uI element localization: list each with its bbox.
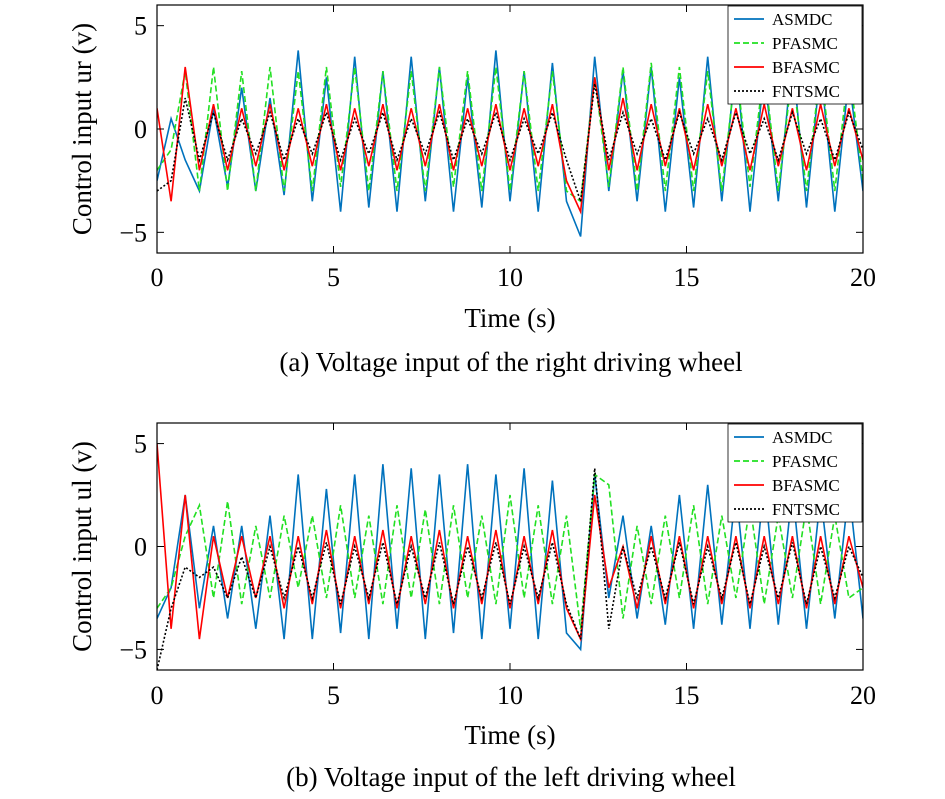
y-axis-label: Control input ur (v) [67,23,97,235]
legend-label: PFASMC [772,452,838,471]
y-tick-label: −5 [119,635,147,664]
y-tick-label: 0 [134,115,147,144]
data-line [157,62,863,203]
x-tick-label: 5 [327,263,340,292]
y-tick-label: 0 [134,533,147,562]
data-line [157,473,863,629]
x-tick-label: 0 [151,681,164,710]
x-axis-label: Time (s) [464,720,555,750]
legend-label: BFASMC [772,476,840,495]
legend-label: ASMDC [772,428,832,447]
y-tick-label: 5 [134,12,147,41]
y-tick-label: 5 [134,430,147,459]
x-tick-label: 15 [674,681,700,710]
caption: (a) Voltage input of the right driving w… [279,347,742,377]
data-line [157,83,863,202]
y-axis-label: Control input ul (v) [67,441,97,652]
series-group [157,50,863,237]
data-line [157,443,863,643]
x-tick-label: 5 [327,681,340,710]
data-line [157,66,863,215]
legend-label: FNTSMC [772,82,840,101]
series-group [157,443,863,670]
x-tick-label: 20 [850,681,876,710]
legend-box [727,5,863,105]
x-tick-label: 0 [151,263,164,292]
legend-label: BFASMC [772,58,840,77]
legend-label: FNTSMC [772,500,840,519]
x-tick-label: 20 [850,263,876,292]
caption: (b) Voltage input of the left driving wh… [286,762,736,792]
legend-label: PFASMC [772,34,838,53]
legend-box [727,423,863,523]
x-tick-label: 10 [497,681,523,710]
y-tick-label: −5 [119,218,147,247]
data-line [157,50,863,237]
x-tick-label: 15 [674,263,700,292]
x-axis-label: Time (s) [464,303,555,333]
legend-label: ASMDC [772,10,832,29]
x-tick-label: 10 [497,263,523,292]
data-line [157,468,863,670]
